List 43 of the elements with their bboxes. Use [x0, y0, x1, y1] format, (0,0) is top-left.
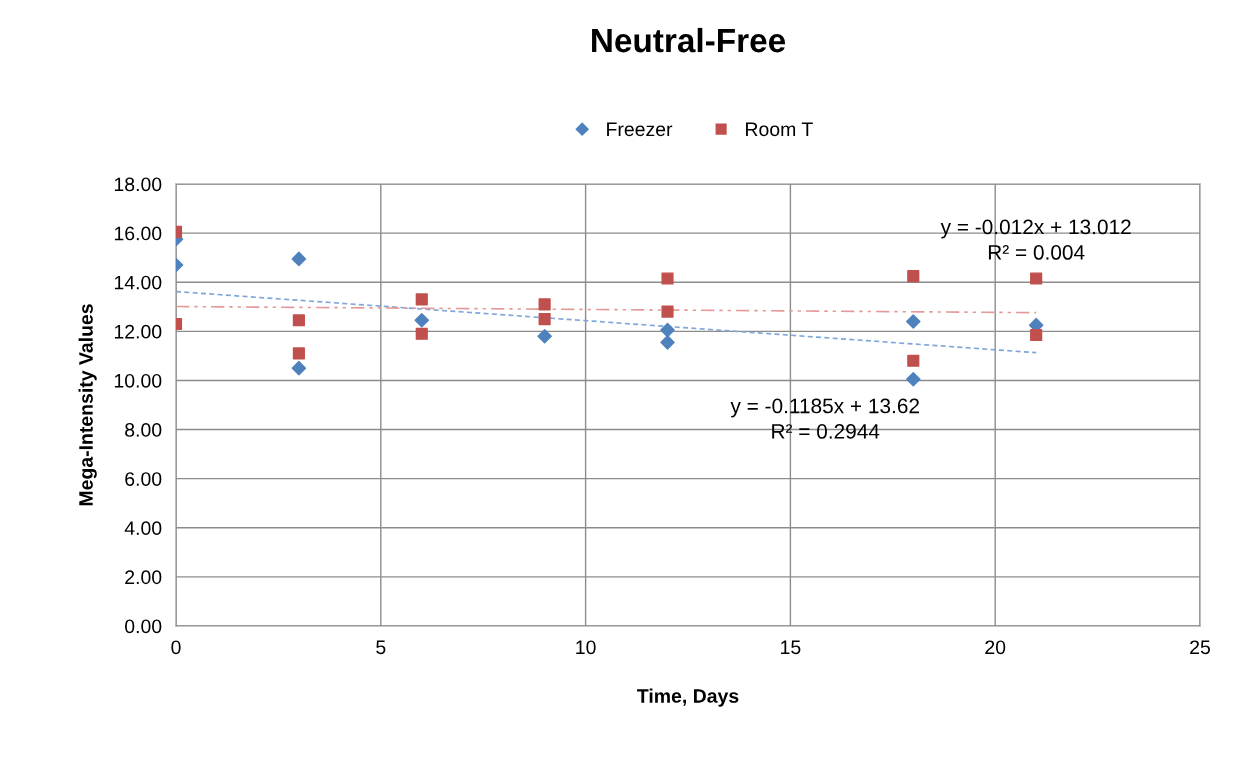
annotation: y = -0.012x + 13.012 R² = 0.004 [940, 219, 1131, 260]
x-tick-label: 5 [376, 640, 386, 655]
point [907, 354, 920, 367]
point [538, 312, 551, 326]
y-tick-label: 6.00 [125, 472, 162, 486]
point [414, 313, 430, 328]
x-tick-label: 10 [576, 640, 596, 655]
y-tick-label: 16.00 [114, 226, 162, 241]
y-tick-label: 0.00 [125, 619, 162, 634]
y-tick-label: 10.00 [114, 373, 162, 388]
x-tick-label: 15 [781, 640, 801, 655]
point [538, 298, 551, 311]
y-tick-label: 18.00 [114, 177, 162, 192]
legend-label: Room T [746, 122, 813, 137]
point [905, 371, 921, 387]
y-tick-label: 12.00 [114, 324, 162, 339]
point [1030, 328, 1043, 342]
x-axis-title: Time, Days [637, 688, 739, 707]
chart-title: Neutral-Free [592, 27, 786, 53]
point [415, 327, 428, 340]
y-axis-title: Mega-Intensity Values [78, 304, 97, 506]
point [415, 293, 428, 306]
y-tick-label: 14.00 [114, 275, 162, 290]
point [537, 328, 552, 344]
point [660, 322, 675, 338]
point [1030, 272, 1043, 285]
point [291, 251, 307, 267]
point [292, 314, 305, 327]
point [660, 335, 675, 350]
y-tick-label: 8.00 [125, 423, 162, 437]
x-tick-label: 25 [1190, 640, 1210, 655]
point [661, 272, 674, 285]
point [907, 270, 920, 283]
x-tick-label: 20 [985, 640, 1006, 655]
y-tick-label: 2.00 [125, 570, 162, 585]
x-tick-label: 0 [171, 640, 181, 655]
point [905, 314, 921, 329]
y-tick-label: 4.00 [124, 521, 162, 536]
point [292, 347, 305, 360]
point [661, 305, 674, 318]
annotation: y = -0.1185x + 13.62 R² = 0.2944 [730, 398, 919, 439]
legend-label: Freezer [607, 122, 673, 137]
point [291, 360, 307, 376]
